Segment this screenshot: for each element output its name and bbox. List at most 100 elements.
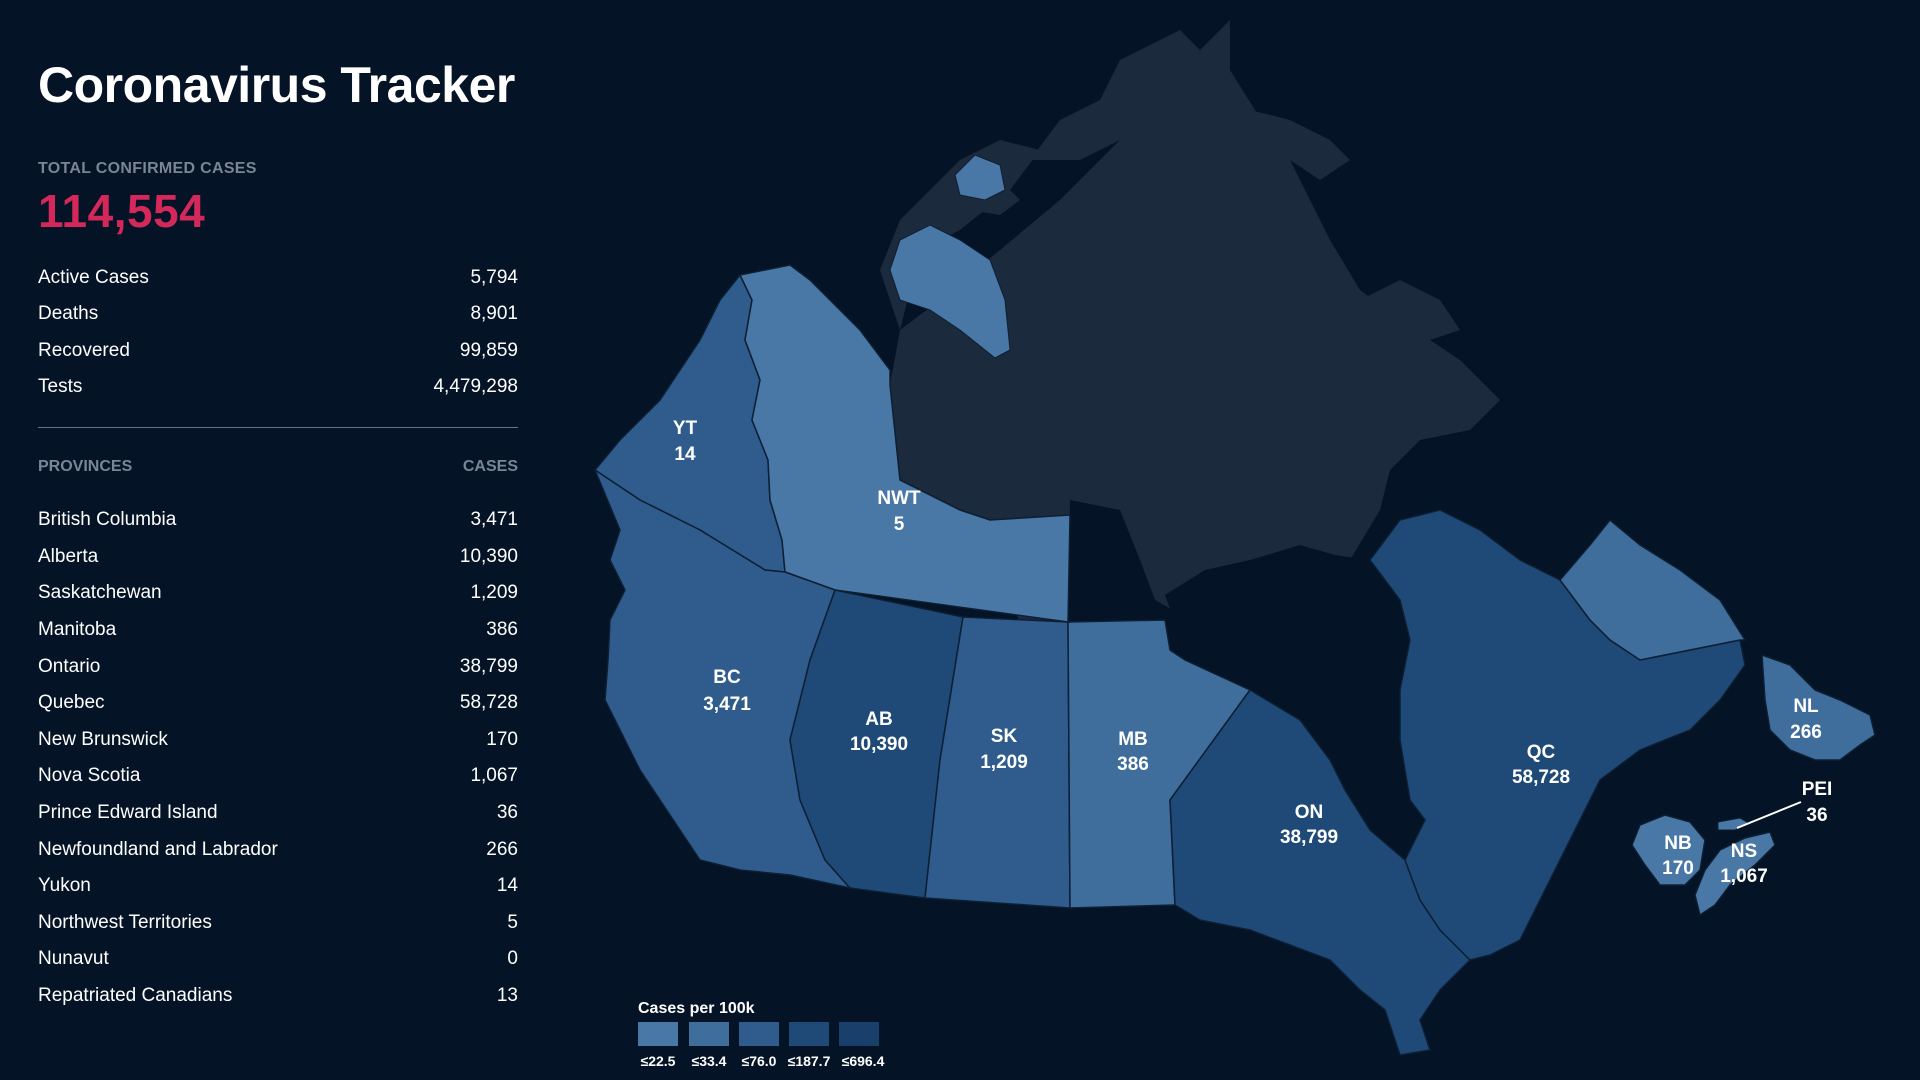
- label-sk-cases: 1,209: [980, 752, 1028, 773]
- province-cases: 14: [496, 875, 518, 897]
- label-on-abbr: ON: [1295, 802, 1324, 823]
- label-nl-abbr: NL: [1793, 696, 1819, 717]
- legend-swatch-2: [689, 1022, 729, 1046]
- provinces-table-header: PROVINCES CASES: [38, 458, 518, 476]
- province-row: Saskatchewan 1,209: [38, 575, 518, 612]
- label-pei-cases: 36: [1806, 805, 1827, 826]
- label-nl-cases: 266: [1790, 722, 1822, 743]
- legend-swatch-1: [638, 1022, 678, 1046]
- nwt-island-victoria: [889, 224, 1011, 359]
- province-name: Manitoba: [38, 618, 117, 640]
- legend-label-1: ≤22.5: [641, 1053, 676, 1069]
- province-name: Prince Edward Island: [38, 801, 218, 823]
- province-name: Newfoundland and Labrador: [38, 838, 278, 860]
- province-name: Alberta: [38, 545, 99, 567]
- label-mb-abbr: MB: [1118, 729, 1148, 750]
- province-row: Nova Scotia 1,067: [38, 758, 518, 795]
- province-row: Yukon 14: [38, 868, 518, 905]
- region-nb: [1631, 814, 1706, 886]
- region-sk: [924, 616, 1071, 909]
- province-row: New Brunswick 170: [38, 722, 518, 759]
- stat-value: 5,794: [470, 267, 518, 288]
- province-row: Repatriated Canadians 13: [38, 978, 518, 1015]
- legend-label-2: ≤33.4: [692, 1053, 727, 1069]
- label-qc-abbr: QC: [1527, 742, 1556, 763]
- legend-swatch-4: [789, 1022, 829, 1046]
- col-header-province: PROVINCES: [38, 458, 133, 476]
- province-row: Manitoba 386: [38, 612, 518, 649]
- hudson-bay: [1165, 545, 1410, 830]
- province-cases: 58,728: [459, 692, 518, 714]
- label-mb-cases: 386: [1117, 754, 1149, 775]
- stat-value: 4,479,298: [433, 375, 518, 397]
- province-row: Ontario 38,799: [38, 649, 518, 686]
- stat-label: Recovered: [38, 339, 130, 361]
- stat-row-tests: Tests 4,479,298: [38, 369, 518, 405]
- province-cases: 5: [507, 911, 518, 933]
- divider: [38, 427, 518, 429]
- province-name: Yukon: [38, 875, 91, 897]
- legend-label-4: ≤187.7: [788, 1053, 831, 1069]
- province-cases: 1,209: [470, 582, 518, 604]
- label-pei-abbr: PEI: [1802, 779, 1833, 800]
- province-name: Quebec: [38, 692, 105, 714]
- stats-panel: Coronavirus Tracker TOTAL CONFIRMED CASE…: [38, 50, 518, 1015]
- province-row: Newfoundland and Labrador 266: [38, 832, 518, 869]
- legend-label-5: ≤696.4: [842, 1053, 885, 1069]
- label-nb-abbr: NB: [1664, 833, 1691, 854]
- label-bc-abbr: BC: [713, 667, 741, 688]
- label-ns-cases: 1,067: [1720, 866, 1768, 887]
- province-row: Alberta 10,390: [38, 539, 518, 576]
- region-bc: [593, 468, 853, 890]
- stat-label: Deaths: [38, 303, 99, 325]
- region-ns: [1694, 831, 1776, 917]
- province-name: British Columbia: [38, 509, 177, 531]
- province-name: Repatriated Canadians: [38, 984, 233, 1006]
- stat-value: 99,859: [459, 339, 518, 361]
- label-ab-abbr: AB: [865, 709, 892, 730]
- label-bc-cases: 3,471: [703, 694, 751, 715]
- province-cases: 386: [486, 618, 518, 640]
- stat-label: Tests: [38, 375, 83, 397]
- total-confirmed-label: TOTAL CONFIRMED CASES: [38, 160, 257, 177]
- label-nwt-abbr: NWT: [877, 488, 921, 509]
- province-name: Saskatchewan: [38, 582, 162, 604]
- map-labels: YT 14 NWT 5 BC 3,471 AB 10,390 SK 1,209 …: [673, 418, 1832, 887]
- province-row: Northwest Territories 5: [38, 905, 518, 942]
- james-bay: [1370, 785, 1425, 860]
- label-nb-cases: 170: [1662, 858, 1694, 879]
- label-yt-cases: 14: [674, 444, 696, 465]
- provinces-table: British Columbia 3,471 Alberta 10,390 Sask…: [38, 502, 518, 1014]
- province-cases: 38,799: [459, 655, 518, 677]
- stat-row-deaths: Deaths 8,901: [38, 296, 518, 332]
- province-cases: 1,067: [470, 765, 518, 787]
- province-cases: 0: [507, 948, 518, 970]
- label-ns-abbr: NS: [1731, 841, 1757, 862]
- province-name: New Brunswick: [38, 728, 168, 750]
- page-title: Coronavirus Tracker: [38, 57, 515, 113]
- stat-label: Active Cases: [38, 267, 149, 288]
- region-nl: [1761, 653, 1876, 761]
- map-legend: Cases per 100k ≤22.5 ≤33.4 ≤76.0 ≤187.7 …: [638, 1000, 885, 1069]
- stat-row-active: Active Cases 5,794: [38, 260, 518, 296]
- province-name: Ontario: [38, 655, 101, 677]
- total-confirmed-value: 114,554: [38, 185, 206, 237]
- label-nwt-cases: 5: [894, 514, 905, 535]
- province-row: Quebec 58,728: [38, 685, 518, 722]
- province-name: Nova Scotia: [38, 765, 141, 787]
- label-sk-abbr: SK: [991, 726, 1018, 747]
- legend-title: Cases per 100k: [638, 1000, 755, 1017]
- province-name: Northwest Territories: [38, 911, 212, 933]
- province-row: Nunavut 0: [38, 941, 518, 978]
- label-yt-abbr: YT: [673, 418, 698, 439]
- region-nwt: [738, 264, 1071, 623]
- pei-leader-line: [1736, 801, 1802, 829]
- province-cases: 266: [486, 838, 518, 860]
- stat-value: 8,901: [470, 303, 518, 325]
- legend-swatch-5: [839, 1022, 879, 1046]
- region-labrador: [1559, 518, 1747, 661]
- label-ab-cases: 10,390: [850, 734, 908, 755]
- legend-label-3: ≤76.0: [742, 1053, 777, 1069]
